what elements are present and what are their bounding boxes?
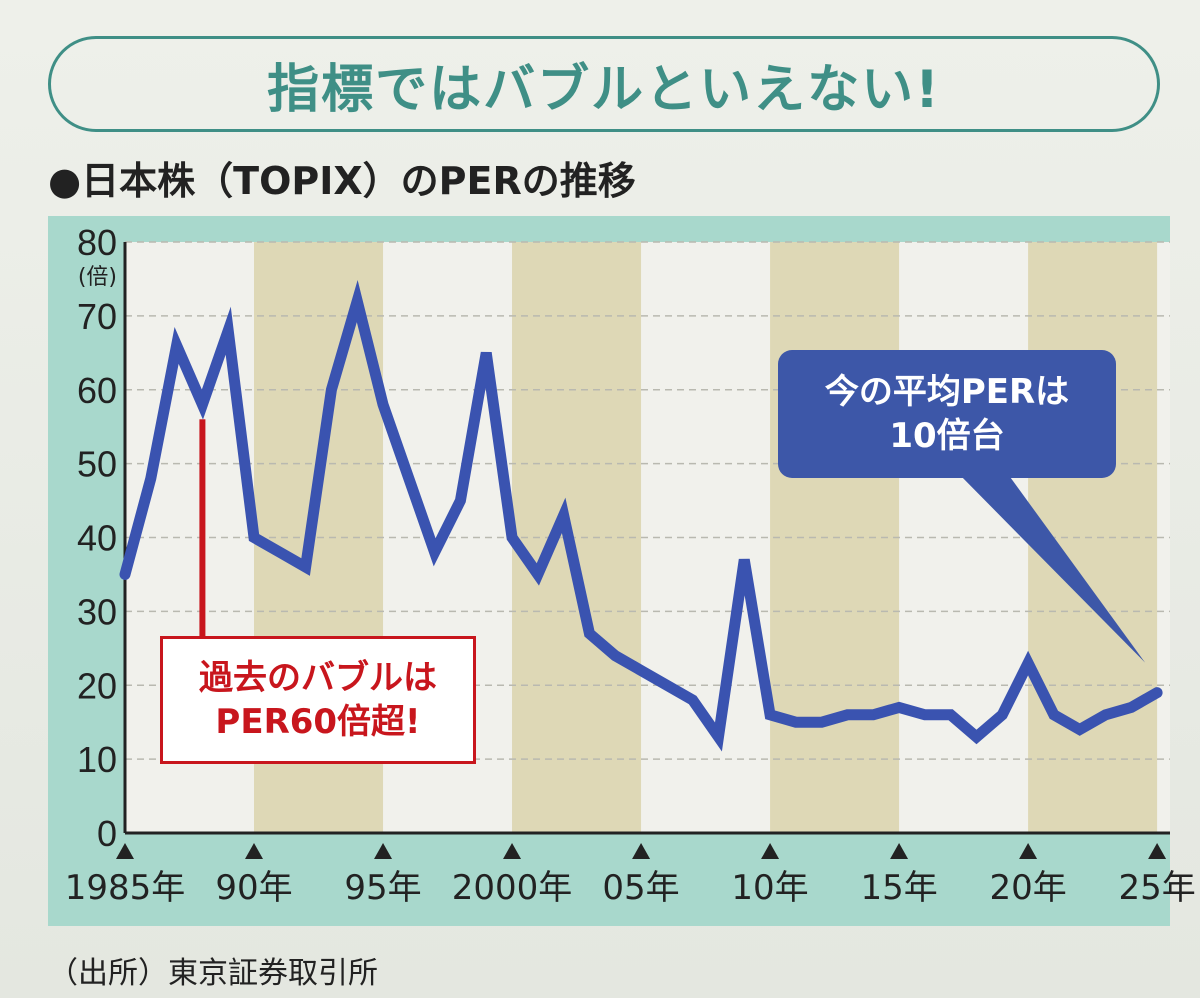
data-point bbox=[692, 699, 694, 701]
data-point bbox=[588, 633, 590, 635]
data-point bbox=[1130, 706, 1132, 708]
past-bubble-callout: 過去のバブルは PER60倍超! bbox=[160, 636, 476, 764]
data-point bbox=[898, 706, 900, 708]
y-tick-label: 20 bbox=[77, 665, 117, 706]
data-point bbox=[227, 330, 229, 332]
data-point bbox=[356, 300, 358, 302]
x-tick-label: 2000年 bbox=[452, 868, 573, 908]
x-tick-marker bbox=[374, 843, 393, 859]
data-point bbox=[176, 344, 178, 346]
data-point bbox=[150, 477, 152, 479]
data-point bbox=[769, 714, 771, 716]
y-tick-label: 50 bbox=[77, 444, 117, 485]
data-point bbox=[846, 714, 848, 716]
data-point bbox=[950, 714, 952, 716]
x-tick-label: 20年 bbox=[989, 868, 1066, 908]
data-point bbox=[614, 655, 616, 657]
past-bubble-pointer bbox=[199, 419, 206, 640]
y-tick-label: 80 bbox=[77, 222, 117, 263]
data-point bbox=[563, 514, 565, 516]
data-point bbox=[434, 551, 436, 553]
data-point bbox=[330, 389, 332, 391]
page-title: 指標ではバブルといえない! bbox=[267, 59, 941, 120]
x-tick-marker bbox=[116, 843, 134, 859]
x-tick-marker bbox=[1019, 843, 1038, 859]
source-note: （出所）東京証券取引所 bbox=[48, 956, 378, 991]
x-tick-marker bbox=[245, 843, 264, 859]
data-point bbox=[640, 669, 642, 671]
x-tick-label: 1985年 bbox=[65, 868, 186, 908]
x-tick-label: 10年 bbox=[731, 868, 808, 908]
x-tick-marker bbox=[503, 843, 522, 859]
data-point bbox=[382, 404, 384, 406]
data-point bbox=[717, 736, 719, 738]
data-point bbox=[485, 352, 487, 354]
data-point bbox=[924, 714, 926, 716]
data-point bbox=[1104, 714, 1106, 716]
data-point bbox=[201, 404, 203, 406]
data-point bbox=[872, 714, 874, 716]
data-point bbox=[124, 573, 126, 575]
data-point bbox=[408, 477, 410, 479]
data-point bbox=[253, 537, 255, 538]
x-tick-marker bbox=[632, 843, 651, 859]
data-point bbox=[459, 500, 461, 502]
current-per-callout-line-1: 今の平均PERは bbox=[824, 371, 1070, 412]
past-bubble-callout-line-1: 過去のバブルは bbox=[199, 657, 437, 698]
x-tick-marker bbox=[761, 843, 780, 859]
y-tick-label: 30 bbox=[77, 591, 117, 632]
current-per-callout: 今の平均PERは 10倍台 bbox=[778, 350, 1116, 478]
data-point bbox=[666, 684, 668, 686]
x-tick-label: 15年 bbox=[860, 868, 937, 908]
x-tick-marker bbox=[890, 843, 909, 859]
data-point bbox=[795, 721, 797, 723]
x-tick-label: 25年 bbox=[1118, 868, 1195, 908]
data-point bbox=[511, 537, 513, 538]
data-point bbox=[1079, 729, 1081, 731]
x-tick-label: 05年 bbox=[602, 868, 679, 908]
current-per-callout-line-2: 10倍台 bbox=[889, 416, 1005, 456]
x-tick-label: 90年 bbox=[215, 868, 292, 908]
data-point bbox=[1001, 714, 1003, 716]
past-bubble-callout-line-2: PER60倍超! bbox=[215, 702, 421, 742]
x-tick-label: 95年 bbox=[344, 868, 421, 908]
x-tick-marker bbox=[1148, 843, 1167, 859]
y-unit-label: (倍) bbox=[78, 265, 117, 290]
data-point bbox=[537, 573, 539, 575]
data-point bbox=[279, 551, 281, 553]
data-point bbox=[743, 559, 745, 561]
y-tick-label: 70 bbox=[77, 296, 117, 337]
current-per-pointer bbox=[955, 470, 1146, 663]
y-tick-label: 40 bbox=[77, 518, 117, 559]
data-point bbox=[305, 566, 307, 568]
data-point bbox=[975, 736, 977, 738]
y-tick-label: 60 bbox=[77, 370, 117, 411]
y-tick-label: 0 bbox=[97, 813, 117, 854]
title-banner: 指標ではバブルといえない! bbox=[48, 36, 1160, 132]
data-point bbox=[1053, 714, 1055, 716]
data-point bbox=[821, 721, 823, 723]
chart-subtitle: ●日本株（TOPIX）のPERの推移 bbox=[48, 159, 636, 203]
data-point bbox=[1027, 662, 1029, 664]
y-tick-label: 10 bbox=[77, 739, 117, 780]
data-point bbox=[1156, 692, 1158, 694]
